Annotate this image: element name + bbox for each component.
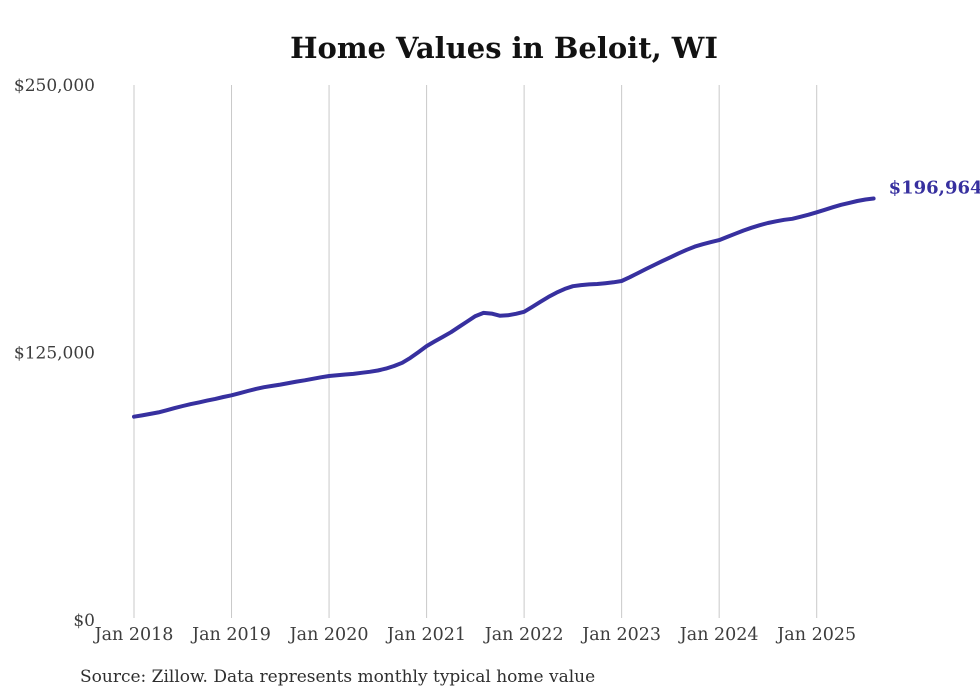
x-axis-tick-label: Jan 2018 — [93, 625, 174, 645]
x-axis-tick-label: Jan 2022 — [483, 625, 564, 645]
x-axis-tick-label: Jan 2025 — [775, 625, 856, 645]
x-axis-tick-label: Jan 2019 — [190, 625, 271, 645]
x-axis-tick-label: Jan 2021 — [385, 625, 466, 645]
home-value-line — [132, 196, 876, 419]
source-note: Source: Zillow. Data represents monthly … — [80, 667, 595, 687]
y-axis-tick-label: $0 — [73, 611, 95, 631]
x-axis-tick-label: Jan 2020 — [288, 625, 369, 645]
gridline-layer — [133, 85, 818, 618]
end-value-annotation: $196,964 — [889, 177, 980, 198]
x-axis-tick-labels: Jan 2018 Jan 2019 Jan 2020 Jan 2021 Jan 2022… — [93, 625, 857, 645]
y-axis-tick-labels: $0 $125,000 $250,000 — [14, 76, 95, 631]
chart-title: Home Values in Beloit, WI — [290, 31, 718, 65]
x-axis-tick-label: Jan 2023 — [580, 625, 661, 645]
y-axis-tick-label: $250,000 — [14, 76, 95, 96]
x-axis-tick-label: Jan 2024 — [678, 625, 759, 645]
y-axis-tick-label: $125,000 — [14, 344, 95, 364]
